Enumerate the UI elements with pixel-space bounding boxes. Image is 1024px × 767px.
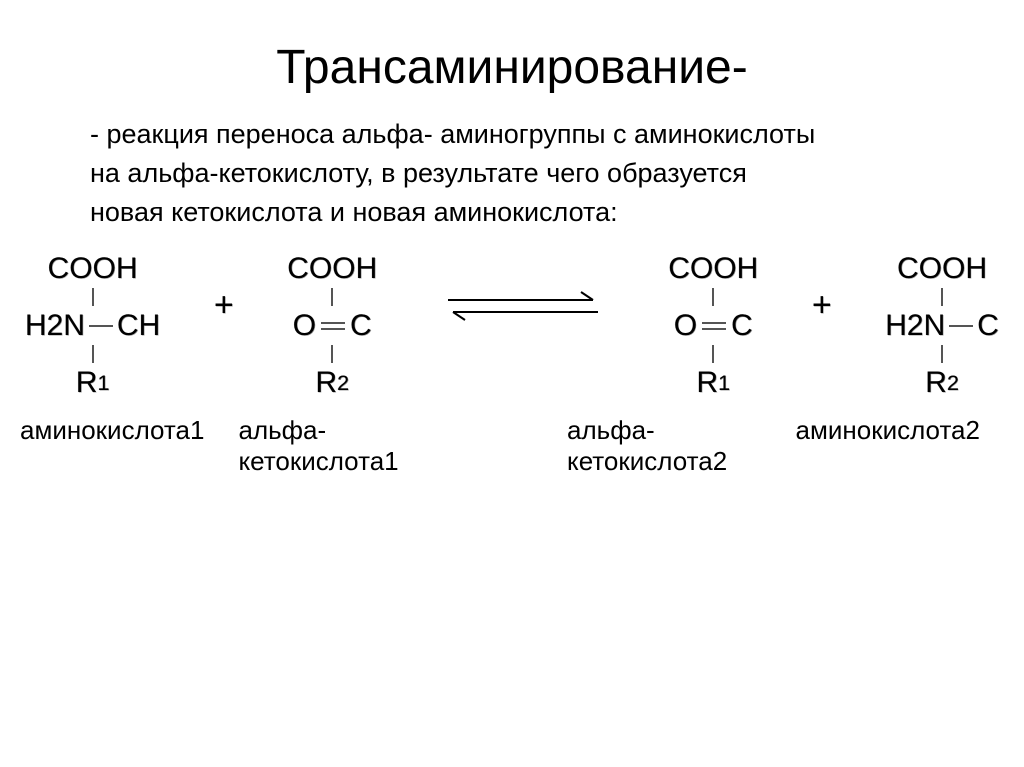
bond-vertical (331, 345, 333, 363)
mol-top: COOH (668, 252, 758, 285)
mol-bottom-prefix: R (925, 366, 947, 399)
mol-top: COOH (897, 252, 987, 285)
description: - реакция переноса альфа- аминогруппы с … (90, 115, 994, 232)
mol-bottom-sub: 1 (718, 371, 730, 395)
desc-line: на альфа-кетокислоту, в результате чего … (90, 154, 994, 193)
page-title: Трансаминирование- (20, 40, 1004, 95)
bond-vertical (92, 345, 94, 363)
molecule-keto-acid-1: COOH O C R2 (287, 252, 377, 399)
desc-line: - реакция переноса альфа- аминогруппы с … (90, 115, 994, 154)
mol-bottom-prefix: R (315, 366, 337, 399)
molecule-amino-acid-2: COOH H2N C R2 (885, 252, 999, 399)
mol-center: C (350, 309, 372, 342)
mol-bottom-prefix: R (697, 366, 719, 399)
mol-left: O (674, 309, 697, 342)
mol-left: H2N (25, 309, 85, 342)
molecule-label: аминокислота1 (20, 415, 228, 477)
molecule-keto-acid-2: COOH O C R1 (668, 252, 758, 399)
mol-center: CH (117, 309, 160, 342)
bond-horizontal (702, 322, 726, 324)
plus-sign: + (214, 286, 234, 325)
bond-horizontal (949, 325, 973, 327)
bond-vertical (941, 288, 943, 306)
mol-top: COOH (287, 252, 377, 285)
bond-vertical (92, 288, 94, 306)
bond-vertical (331, 288, 333, 306)
bond-vertical (712, 345, 714, 363)
reaction-row: COOH H2N CH R1 + COOH O C R2 (20, 252, 1004, 399)
plus-sign: + (812, 286, 832, 325)
mol-bottom-sub: 2 (337, 371, 349, 395)
bond-horizontal (702, 328, 726, 330)
molecule-label: альфа- кетокислота2 (567, 415, 775, 477)
mol-bottom-sub: 2 (947, 371, 959, 395)
arrow-icon (443, 286, 603, 326)
bond-horizontal (321, 322, 345, 324)
mol-bottom-sub: 1 (98, 371, 110, 395)
mol-left: H2N (885, 309, 945, 342)
bond-horizontal (89, 325, 113, 327)
mol-center: C (977, 309, 999, 342)
mol-left: O (293, 309, 316, 342)
equilibrium-arrow (443, 286, 603, 326)
molecule-labels-row: аминокислота1 альфа- кетокислота1 альфа-… (20, 415, 1004, 477)
molecule-amino-acid-1: COOH H2N CH R1 (25, 252, 160, 399)
desc-line: новая кетокислота и новая аминокислота: (90, 193, 994, 232)
bond-horizontal (321, 328, 345, 330)
mol-center: C (731, 309, 753, 342)
mol-bottom-prefix: R (76, 366, 98, 399)
mol-top: COOH (48, 252, 138, 285)
molecule-label: аминокислота2 (796, 415, 1004, 477)
bond-vertical (712, 288, 714, 306)
bond-vertical (941, 345, 943, 363)
molecule-label: альфа- кетокислота1 (238, 415, 437, 477)
